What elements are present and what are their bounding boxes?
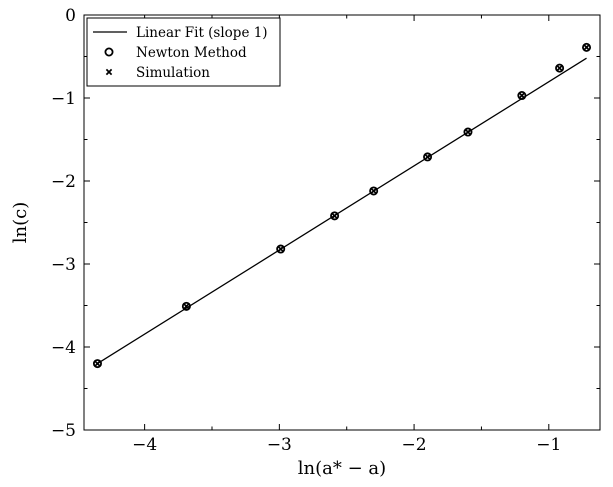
- x-marker-stroke: [424, 153, 431, 161]
- y-axis-label: ln(c): [10, 202, 31, 243]
- simulation-point: [331, 212, 338, 220]
- simulation-point: [518, 92, 526, 99]
- legend-label: Linear Fit (slope 1): [136, 25, 268, 41]
- x-marker-stroke: [370, 187, 377, 195]
- newton-method-point: [276, 244, 286, 254]
- newton-method-point: [517, 91, 527, 101]
- simulation-point: [94, 360, 101, 367]
- x-marker-stroke: [556, 64, 563, 72]
- x-tick-label: −4: [132, 435, 157, 455]
- newton-method-point: [463, 127, 473, 137]
- newton-method-point: [369, 186, 379, 196]
- simulation-point: [583, 44, 590, 51]
- y-tick-label: −2: [51, 172, 76, 192]
- simulation-point: [464, 128, 472, 136]
- x-axis-label: ln(a* − a): [298, 458, 386, 479]
- x-marker-stroke: [331, 212, 338, 220]
- y-tick-label: 0: [65, 6, 76, 26]
- simulation-point: [183, 303, 190, 310]
- y-axis: 0 −1 −2 −3 −4 −5: [51, 6, 600, 441]
- legend: Linear Fit (slope 1) Newton Method Simulat…: [86, 17, 281, 87]
- x-marker-stroke: [94, 360, 101, 367]
- x-marker-stroke: [518, 92, 526, 99]
- linear-fit-line: [97, 57, 587, 365]
- newton-method-point: [555, 63, 565, 73]
- newton-method-point: [92, 359, 102, 369]
- x-marker-stroke: [583, 44, 590, 51]
- newton-method-point: [330, 211, 340, 221]
- newton-method-point: [423, 152, 433, 162]
- x-tick-label: −3: [267, 435, 292, 455]
- x-marker-stroke: [464, 128, 472, 136]
- series-layer: [92, 42, 592, 369]
- x-tick-label: −1: [536, 435, 561, 455]
- simulation-point: [370, 187, 377, 195]
- x-marker-stroke: [105, 68, 113, 76]
- newton-method-point: [582, 42, 592, 52]
- simulation-point: [424, 153, 431, 161]
- legend-label: Simulation: [136, 65, 210, 81]
- x-tick-label: −2: [402, 435, 427, 455]
- legend-label: Newton Method: [136, 45, 247, 61]
- x-marker-stroke: [277, 245, 284, 253]
- simulation-point: [277, 245, 284, 253]
- x-axis: −4 −3 −2 −1: [132, 15, 561, 455]
- legend-x-swatch: [105, 68, 113, 76]
- y-tick-label: −1: [51, 89, 76, 109]
- x-marker-stroke: [183, 303, 190, 310]
- y-tick-label: −4: [51, 338, 76, 358]
- newton-method-point: [181, 301, 191, 311]
- y-tick-label: −3: [51, 255, 76, 275]
- legend-circle-swatch: [104, 47, 114, 57]
- y-tick-label: −5: [51, 421, 76, 441]
- legend-box: [86, 17, 281, 87]
- simulation-point: [556, 64, 563, 72]
